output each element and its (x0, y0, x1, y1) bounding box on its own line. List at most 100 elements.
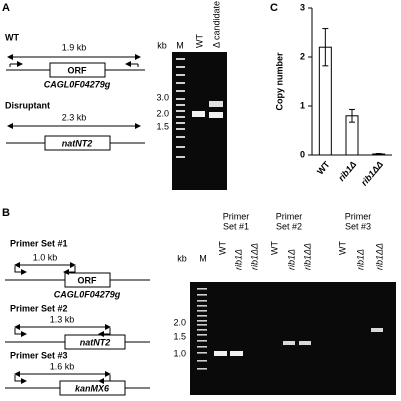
gel-a (172, 52, 227, 190)
lane-label: M (176, 40, 184, 50)
marker-label: 2.0 (173, 317, 186, 327)
ladder-band (176, 110, 185, 112)
gene-label: CAGL0F04279g (44, 79, 111, 89)
box-label: ORF (78, 275, 98, 285)
ladder-band (176, 122, 185, 124)
ladder-band (176, 58, 185, 60)
ladder-band (197, 346, 207, 348)
gel-group-header: Primer (276, 211, 303, 221)
gel-group-header: Primer (223, 211, 250, 221)
gel-group-header: Set #2 (276, 221, 302, 231)
size-label: 1.0 kb (33, 252, 58, 262)
lane-label: WT (194, 34, 204, 48)
y-tick-label: 3 (300, 2, 305, 12)
panel-label: B (2, 207, 10, 219)
gel-group-header: Set #3 (345, 221, 371, 231)
gel-group-header: Set #1 (223, 221, 249, 231)
gel-band (230, 351, 243, 356)
primer-set-name: Primer Set #1 (10, 238, 68, 248)
ladder-band (197, 310, 207, 312)
gel-band (283, 341, 295, 345)
error-bar (349, 108, 355, 123)
ladder-band (197, 320, 207, 322)
gel-band (209, 101, 223, 107)
gene-label: CAGL0F04279g (54, 289, 121, 299)
gel-group-header: Primer (345, 211, 372, 221)
ladder-band (176, 128, 185, 130)
lane-label: rib1Δ (355, 249, 365, 270)
x-tick-label: rib1Δ (336, 159, 358, 183)
ladders (176, 58, 207, 370)
gel-band (299, 341, 311, 345)
marker-label: 1.5 (156, 121, 169, 131)
ladder-band (197, 329, 207, 331)
ladder-band (197, 352, 207, 354)
wt-label: WT (5, 32, 19, 42)
ladder-band (176, 156, 185, 158)
primer-set-name: Primer Set #3 (10, 350, 68, 360)
gel-band (209, 112, 223, 118)
lane-label: rib1ΔΔ (249, 243, 259, 270)
disruptant-label: Disruptant (5, 100, 50, 110)
box-label: ORF (68, 65, 88, 75)
lane-label: rib1ΔΔ (302, 243, 312, 270)
size-label: 1.9 kb (62, 42, 87, 52)
x-tick-label: WT (315, 159, 332, 177)
ladder-band (176, 146, 185, 148)
y-tick-label: 0 (300, 149, 305, 159)
kb-label: kb (157, 40, 167, 50)
lane-label: WT (269, 241, 279, 255)
lane-label: rib1Δ (233, 249, 243, 270)
primer-set-name: Primer Set #2 (10, 303, 68, 313)
ladder-band (176, 66, 185, 68)
ladder-band (197, 294, 207, 296)
lane-label: WT (337, 241, 347, 255)
ladder-band (176, 116, 185, 118)
ladder-band (197, 300, 207, 302)
error-bar (322, 28, 329, 67)
kb-label: kb (177, 253, 187, 263)
ladder-band (176, 74, 185, 76)
y-tick-label: 2 (300, 51, 305, 61)
ladder-band (176, 90, 185, 92)
panel-label: C (270, 2, 278, 14)
ladder-band (176, 104, 185, 106)
gel-band (214, 351, 227, 356)
size-label: 2.3 kb (62, 112, 87, 122)
ladder-band (197, 334, 207, 336)
ladder-band (197, 288, 207, 290)
panel-label: A (2, 2, 10, 14)
lane-label: WT (217, 241, 227, 255)
ladder-band (176, 136, 185, 138)
ladder-band (197, 340, 207, 342)
box-label: kanMX6 (75, 383, 110, 393)
marker-label: 1.5 (173, 331, 186, 341)
marker-label: 1.0 (173, 348, 186, 358)
y-tick-label: 1 (300, 100, 305, 110)
ladder-band (176, 82, 185, 84)
x-tick-label: rib1ΔΔ (359, 159, 385, 187)
lane-label: rib1Δ (286, 249, 296, 270)
lane-label: rib1ΔΔ (374, 243, 384, 270)
ladder-band (176, 98, 185, 100)
lane-label: M (199, 253, 207, 263)
ladder-band (197, 368, 207, 370)
ladder-band (197, 360, 207, 362)
y-axis-title: Copy number (274, 52, 284, 111)
diagram-shapes (5, 54, 150, 396)
lane-label: Δ candidate (211, 1, 221, 48)
marker-label: 3.0 (156, 92, 169, 102)
box-label: natNT2 (80, 337, 111, 347)
size-label: 1.6 kb (50, 361, 75, 371)
size-label: 1.3 kb (50, 314, 75, 324)
gel-b (190, 282, 396, 395)
marker-label: 2.0 (156, 108, 169, 118)
ladder-band (197, 324, 207, 326)
error-bar (375, 153, 382, 156)
ladder-band (197, 315, 207, 317)
box-label: natNT2 (62, 138, 93, 148)
ladder-band (197, 305, 207, 307)
gel-band (192, 111, 205, 117)
gel-band (371, 328, 383, 332)
